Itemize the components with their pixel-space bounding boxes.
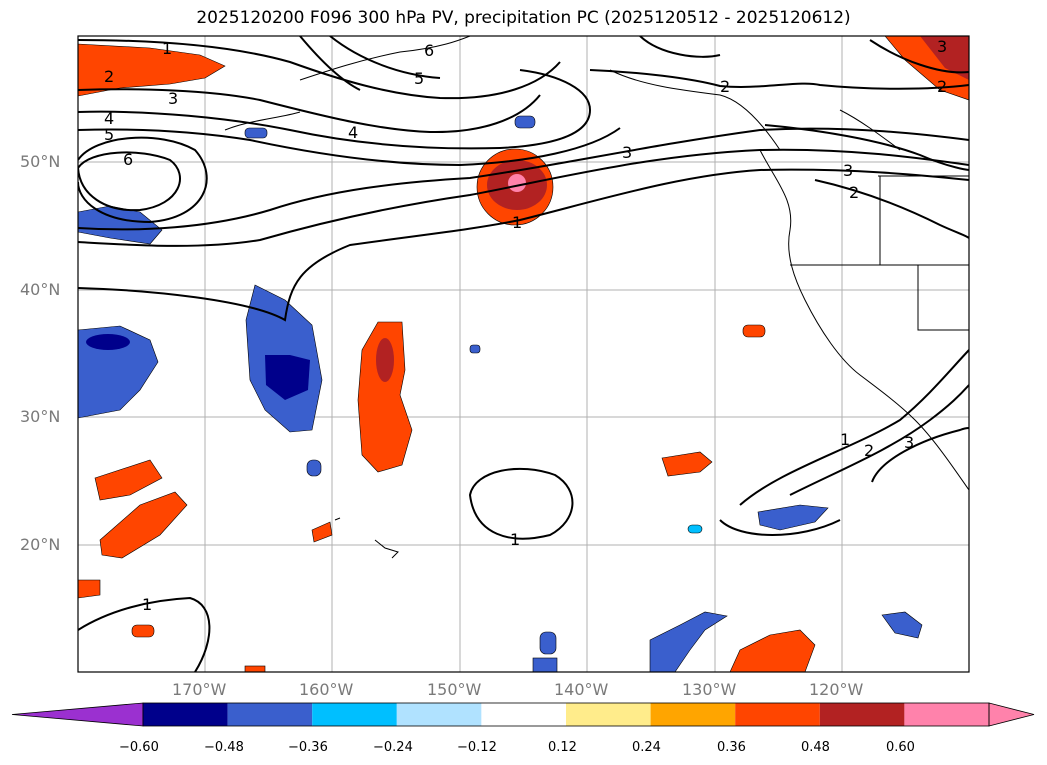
lat-label: 30°N (20, 407, 61, 426)
colorbar-tick-label: −0.48 (204, 740, 244, 755)
colorbar-segment (566, 703, 651, 726)
precip-positive-southwest (78, 459, 333, 672)
colorbar-tick-label: −0.24 (373, 740, 413, 755)
colorbar-tick-label: 0.60 (886, 740, 915, 755)
map-frame (77, 35, 970, 673)
colorbar-segment (819, 703, 905, 726)
colorbar-segment (650, 703, 736, 726)
contour-label: 2 (104, 67, 114, 86)
precip-negative-west (78, 205, 163, 419)
contour-label: 2 (864, 441, 874, 460)
lon-label: 150°W (427, 680, 482, 699)
colorbar-segment (396, 703, 482, 726)
colorbar-segment (143, 703, 228, 726)
colorbar-segment (904, 703, 989, 726)
contour-label: 3 (937, 37, 947, 56)
contour-label: 3 (168, 89, 178, 108)
lon-label: 130°W (682, 680, 737, 699)
contour-label: 1 (510, 530, 520, 549)
contour-label: 1 (142, 595, 152, 614)
colorbar-segment (735, 703, 820, 726)
contour-label: 6 (424, 41, 434, 60)
coastlines (224, 36, 969, 559)
colorbar-tick-label: 0.24 (632, 740, 661, 755)
colorbar-segment (227, 703, 313, 726)
colorbar-tick-label: −0.60 (119, 740, 159, 755)
colorbar-tick-label: 0.48 (801, 740, 830, 755)
precip-negative-center-west (245, 284, 323, 477)
lon-label: 140°W (554, 680, 609, 699)
contour-label: 3 (843, 161, 853, 180)
precip-east (244, 115, 923, 672)
contour-label: 2 (849, 183, 859, 202)
contour-label: 3 (904, 433, 914, 452)
contour-label: 1 (512, 213, 522, 232)
contour-label: 2 (937, 77, 947, 96)
map-canvas: 1 2 3 4 5 6 4 5 6 1 3 2 3 2 3 2 1 1 1 2 … (77, 35, 970, 673)
lat-label: 40°N (20, 280, 61, 299)
contour-label: 5 (104, 125, 114, 144)
lat-label: 50°N (20, 152, 61, 171)
colorbar-frame (142, 702, 990, 727)
graticule (78, 36, 969, 672)
pv-contours (78, 36, 969, 672)
colorbar-extension-low (11, 702, 144, 727)
colorbar-segments (11, 702, 1035, 727)
contour-label: 1 (162, 39, 172, 58)
contour-label: 5 (414, 69, 424, 88)
contour-label: 1 (840, 430, 850, 449)
precip-positive-center (357, 321, 413, 473)
map-title: 2025120200 F096 300 hPa PV, precipitatio… (196, 8, 851, 28)
precip-positive-ne (884, 36, 969, 101)
lon-label: 160°W (299, 680, 354, 699)
contour-label: 4 (104, 109, 114, 128)
colorbar-tick-label: 0.12 (548, 740, 577, 755)
colorbar-segment (481, 703, 566, 726)
lat-label: 20°N (20, 535, 61, 554)
colorbar-tick-label: −0.36 (288, 740, 328, 755)
contour-label: 3 (622, 143, 632, 162)
colorbar-extension-high (988, 702, 1035, 727)
colorbar-tick-label: −0.12 (457, 740, 497, 755)
precip-positive-nw (78, 43, 226, 97)
contour-label: 4 (348, 123, 358, 142)
contour-label: 2 (720, 77, 730, 96)
colorbar-segment (312, 703, 397, 726)
lon-label: 170°W (172, 680, 227, 699)
colorbar-tick-label: 0.36 (717, 740, 746, 755)
lon-label: 120°W (809, 680, 864, 699)
contour-label: 6 (123, 150, 133, 169)
